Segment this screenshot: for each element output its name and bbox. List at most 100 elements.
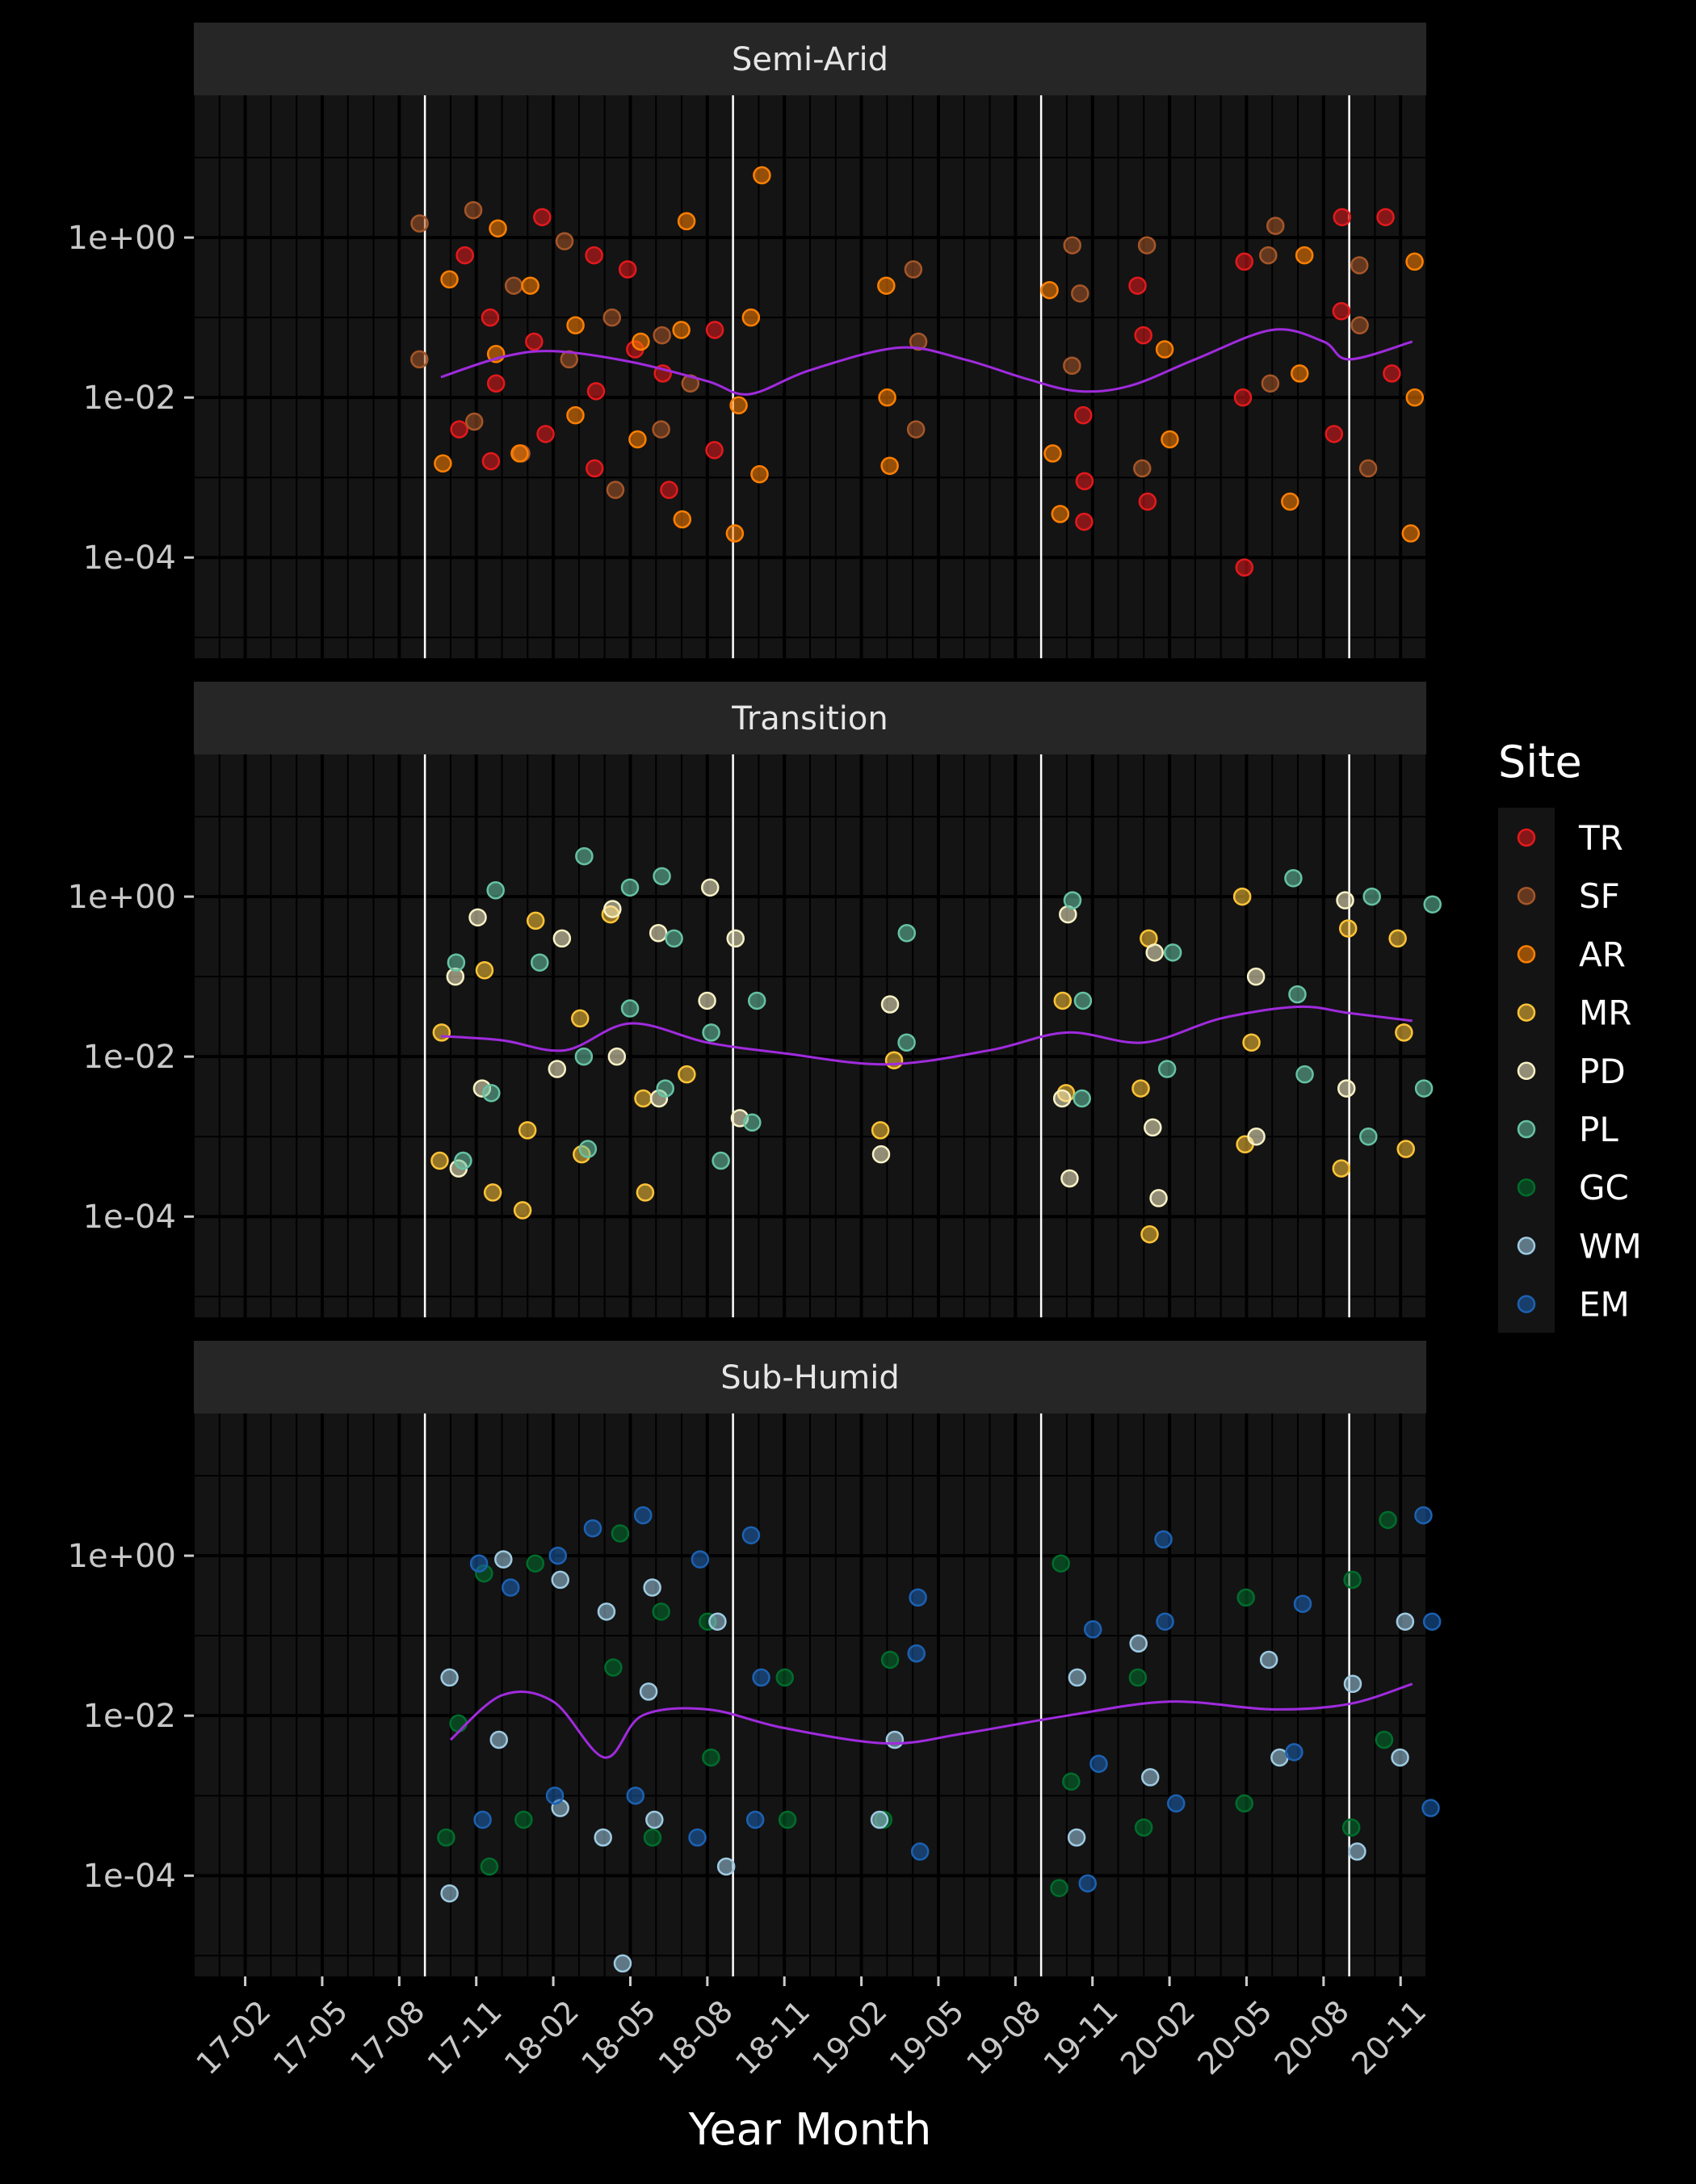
data-point-gc bbox=[611, 1524, 630, 1543]
data-point-pl bbox=[1359, 1127, 1378, 1146]
data-point-wm bbox=[643, 1578, 661, 1597]
legend-key-wm bbox=[1517, 1237, 1536, 1255]
data-point-tr bbox=[1233, 388, 1253, 407]
data-point-ar bbox=[1290, 364, 1309, 383]
x-tick-label: 19-08 bbox=[959, 1993, 1047, 2081]
data-point-sf bbox=[909, 332, 928, 351]
data-point-pl bbox=[578, 1140, 598, 1158]
data-point-gc bbox=[1236, 1588, 1255, 1607]
data-point-pd bbox=[1149, 1189, 1168, 1208]
data-point-wm bbox=[1391, 1748, 1409, 1767]
data-point-mr bbox=[1232, 887, 1252, 906]
data-point-mr bbox=[526, 911, 545, 930]
data-point-tr bbox=[660, 481, 678, 499]
data-point-pd bbox=[1247, 1127, 1266, 1146]
data-point-em bbox=[501, 1578, 520, 1597]
data-point-mr bbox=[884, 1051, 904, 1069]
data-point-mr bbox=[1395, 1023, 1413, 1042]
data-point-tr bbox=[533, 208, 552, 227]
data-point-gc bbox=[1343, 1570, 1362, 1590]
data-point-mr bbox=[1131, 1079, 1150, 1098]
data-point-tr bbox=[486, 374, 506, 393]
data-point-mr bbox=[634, 1089, 653, 1108]
data-point-wm bbox=[1067, 1828, 1086, 1847]
data-point-mr bbox=[1396, 1140, 1415, 1158]
data-point-pl bbox=[1295, 1065, 1314, 1084]
data-point-ar bbox=[877, 276, 896, 295]
data-point-tr bbox=[481, 308, 500, 327]
data-point-tr bbox=[586, 382, 606, 401]
data-point-wm bbox=[1129, 1634, 1148, 1653]
data-point-pd bbox=[607, 1047, 627, 1066]
data-point-gc bbox=[1134, 1818, 1153, 1837]
data-point-ar bbox=[628, 430, 647, 449]
data-point-pd bbox=[1145, 943, 1164, 962]
x-tick-label: 17-05 bbox=[267, 1993, 355, 2081]
x-tick-label: 17-11 bbox=[421, 1993, 509, 2081]
data-point-tr bbox=[1383, 364, 1401, 383]
data-point-wm bbox=[716, 1857, 736, 1876]
legend-key-pl bbox=[1517, 1119, 1536, 1139]
data-point-pl bbox=[897, 1033, 916, 1052]
data-point-em bbox=[1421, 1799, 1440, 1817]
data-point-mr bbox=[1140, 1224, 1159, 1244]
data-point-sf bbox=[1266, 216, 1285, 235]
data-point-tr bbox=[481, 452, 501, 471]
legend-label-em: EM bbox=[1579, 1285, 1630, 1325]
data-point-gc bbox=[1050, 1879, 1068, 1897]
data-point-pd bbox=[1336, 891, 1354, 909]
facet-strip-label: Semi-Arid bbox=[732, 41, 888, 78]
data-point-wm bbox=[708, 1612, 727, 1631]
data-point-tr bbox=[536, 425, 555, 443]
data-point-ar bbox=[1155, 340, 1174, 359]
data-point-wm bbox=[440, 1668, 459, 1687]
data-point-em bbox=[910, 1842, 930, 1861]
data-point-ar bbox=[1295, 246, 1314, 265]
legend-key-ar bbox=[1517, 945, 1536, 964]
data-point-em bbox=[548, 1546, 567, 1565]
y-tick-label: 1e-02 bbox=[83, 380, 176, 417]
data-point-ar bbox=[566, 405, 585, 425]
facet-strip-label: Sub-Humid bbox=[720, 1359, 899, 1396]
data-point-pl bbox=[747, 991, 766, 1010]
legend-key-sf bbox=[1517, 886, 1536, 905]
y-tick-label: 1e+00 bbox=[68, 879, 176, 916]
y-tick-label: 1e-04 bbox=[83, 1199, 176, 1236]
data-point-tr bbox=[1128, 276, 1147, 295]
data-point-em bbox=[473, 1810, 492, 1829]
data-point-tr bbox=[1235, 252, 1254, 271]
data-point-tr bbox=[705, 321, 724, 339]
data-point-pd bbox=[649, 924, 668, 943]
legend-label-wm: WM bbox=[1579, 1226, 1642, 1266]
data-point-gc bbox=[437, 1828, 455, 1847]
data-point-gc bbox=[604, 1658, 623, 1677]
data-point-pl bbox=[1284, 869, 1303, 888]
legend-label-pl: PL bbox=[1579, 1110, 1618, 1149]
data-point-tr bbox=[1376, 208, 1395, 227]
data-point-wm bbox=[885, 1730, 905, 1749]
legend-title: Site bbox=[1498, 737, 1582, 788]
data-point-pl bbox=[486, 881, 505, 900]
legend-label-pd: PD bbox=[1579, 1052, 1626, 1091]
data-point-tr bbox=[525, 332, 544, 351]
data-point-pl bbox=[656, 1079, 674, 1098]
data-point-gc bbox=[1379, 1510, 1397, 1530]
data-point-em bbox=[1156, 1612, 1174, 1631]
data-point-ar bbox=[1161, 430, 1179, 449]
trend-line bbox=[449, 1682, 1413, 1759]
data-point-pd bbox=[1060, 1169, 1079, 1188]
data-point-pd bbox=[880, 995, 900, 1014]
data-point-pl bbox=[530, 953, 549, 972]
data-point-ar bbox=[1043, 444, 1062, 463]
data-point-gc bbox=[1375, 1730, 1394, 1749]
data-point-sf bbox=[1259, 246, 1278, 265]
data-point-ar bbox=[1281, 492, 1299, 511]
data-point-em bbox=[469, 1554, 489, 1573]
data-point-tr bbox=[1324, 425, 1344, 443]
data-point-gc bbox=[775, 1668, 794, 1687]
data-point-em bbox=[688, 1828, 707, 1847]
facet-strip-label: Transition bbox=[731, 700, 888, 737]
data-point-pl bbox=[574, 1047, 594, 1066]
data-point-tr bbox=[1333, 208, 1352, 227]
data-point-tr bbox=[1075, 512, 1094, 531]
